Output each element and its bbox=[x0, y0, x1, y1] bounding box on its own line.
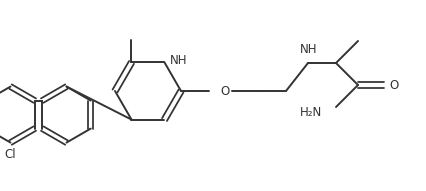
Text: NH: NH bbox=[170, 54, 187, 67]
Text: NH: NH bbox=[299, 43, 317, 56]
Text: O: O bbox=[220, 84, 229, 97]
Text: H₂N: H₂N bbox=[299, 105, 321, 118]
Text: O: O bbox=[389, 79, 398, 91]
Text: Cl: Cl bbox=[5, 148, 16, 161]
